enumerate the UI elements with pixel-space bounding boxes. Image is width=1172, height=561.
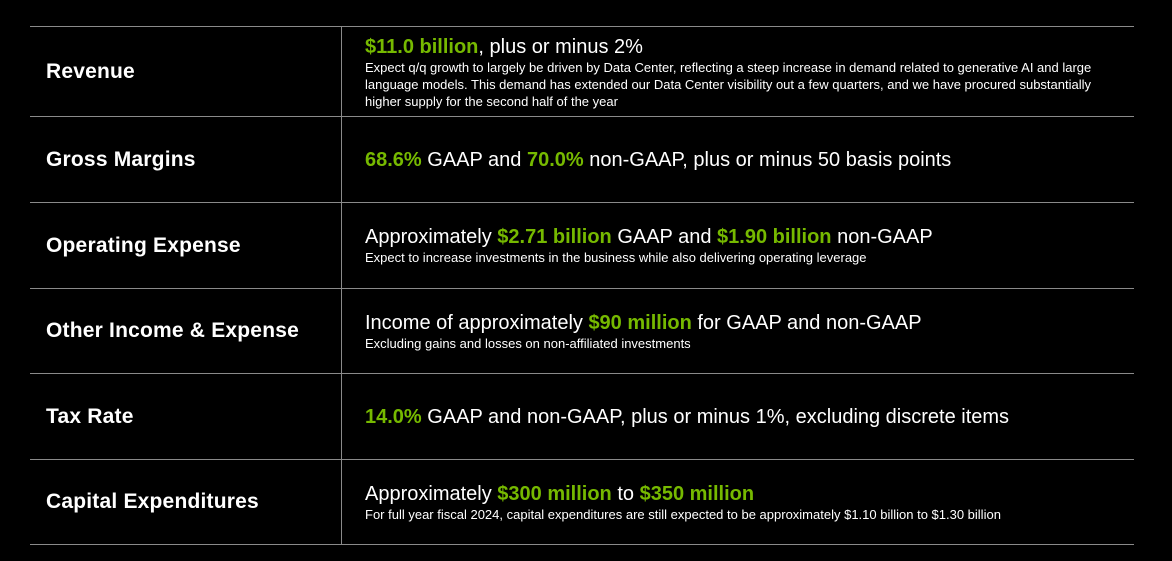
headline-text: for GAAP and non-GAAP <box>691 311 922 334</box>
headline-text: GAAP and <box>421 148 527 171</box>
capex-high-value: $350 million <box>639 482 755 505</box>
value-cell: Approximately $2.71 billion GAAP and $1.… <box>342 203 1134 288</box>
revenue-detail: Expect q/q growth to largely be driven b… <box>365 60 1092 109</box>
row-revenue: Revenue $11.0 billion, plus or minus 2% … <box>30 27 1134 117</box>
headline-text: GAAP and <box>611 226 718 248</box>
revenue-value: $11.0 billion <box>365 36 479 58</box>
revenue-headline: $11.0 billion, plus or minus 2% <box>365 35 1124 59</box>
gaap-margin-value: 68.6% <box>365 148 422 171</box>
row-label-operating-expense: Operating Expense <box>46 233 241 257</box>
headline-text: Approximately <box>365 482 498 505</box>
tax-rate-value: 14.0% <box>365 405 422 428</box>
non-gaap-margin-value: 70.0% <box>526 148 584 171</box>
row-label-capital-expenditures: Capital Expenditures <box>46 490 259 513</box>
headline-text: non-GAAP <box>831 226 933 248</box>
label-cell: Operating Expense <box>30 203 342 288</box>
gaap-opex-value: $2.71 billion <box>497 226 612 248</box>
label-cell: Revenue <box>30 27 342 116</box>
value-cell: $11.0 billion, plus or minus 2% Expect q… <box>342 27 1134 116</box>
non-gaap-opex-value: $1.90 billion <box>717 226 832 248</box>
row-gross-margins: Gross Margins 68.6% GAAP and 70.0% non-G… <box>30 117 1134 203</box>
label-cell: Gross Margins <box>30 117 342 202</box>
value-cell: 68.6% GAAP and 70.0% non-GAAP, plus or m… <box>342 117 1134 202</box>
row-operating-expense: Operating Expense Approximately $2.71 bi… <box>30 203 1134 289</box>
other-income-value: $90 million <box>588 311 692 334</box>
headline-text: non-GAAP, plus or minus 50 basis points <box>583 148 952 171</box>
label-cell: Other Income & Expense <box>30 289 342 373</box>
value-cell: Approximately $300 million to $350 milli… <box>342 460 1134 544</box>
headline-text: Income of approximately <box>365 311 589 334</box>
outlook-table: Revenue $11.0 billion, plus or minus 2% … <box>30 26 1134 545</box>
row-capital-expenditures: Capital Expenditures Approximately $300 … <box>30 460 1134 545</box>
capex-headline: Approximately $300 million to $350 milli… <box>365 482 1124 506</box>
row-label-other-income-expense: Other Income & Expense <box>46 319 299 342</box>
row-tax-rate: Tax Rate 14.0% GAAP and non-GAAP, plus o… <box>30 374 1134 460</box>
other-income-detail: Excluding gains and losses on non-affili… <box>365 335 691 351</box>
label-cell: Capital Expenditures <box>30 460 342 544</box>
tax-rate-headline: 14.0% GAAP and non-GAAP, plus or minus 1… <box>365 405 1124 429</box>
value-cell: Income of approximately $90 million for … <box>342 289 1134 373</box>
gross-margins-headline: 68.6% GAAP and 70.0% non-GAAP, plus or m… <box>365 148 1124 172</box>
row-label-revenue: Revenue <box>46 59 135 83</box>
capex-low-value: $300 million <box>497 482 612 505</box>
headline-text: Approximately <box>365 226 498 248</box>
row-label-gross-margins: Gross Margins <box>46 147 196 171</box>
headline-text: GAAP and non-GAAP, plus or minus 1%, exc… <box>421 405 1010 428</box>
value-cell: 14.0% GAAP and non-GAAP, plus or minus 1… <box>342 374 1134 459</box>
revenue-range: , plus or minus 2% <box>478 36 643 58</box>
headline-text: to <box>611 482 640 505</box>
operating-expense-headline: Approximately $2.71 billion GAAP and $1.… <box>365 225 1124 249</box>
row-other-income-expense: Other Income & Expense Income of approxi… <box>30 289 1134 374</box>
label-cell: Tax Rate <box>30 374 342 459</box>
capex-detail: For full year fiscal 2024, capital expen… <box>365 506 1001 522</box>
row-label-tax-rate: Tax Rate <box>46 404 134 428</box>
operating-expense-detail: Expect to increase investments in the bu… <box>365 250 867 265</box>
other-income-headline: Income of approximately $90 million for … <box>365 311 1124 335</box>
